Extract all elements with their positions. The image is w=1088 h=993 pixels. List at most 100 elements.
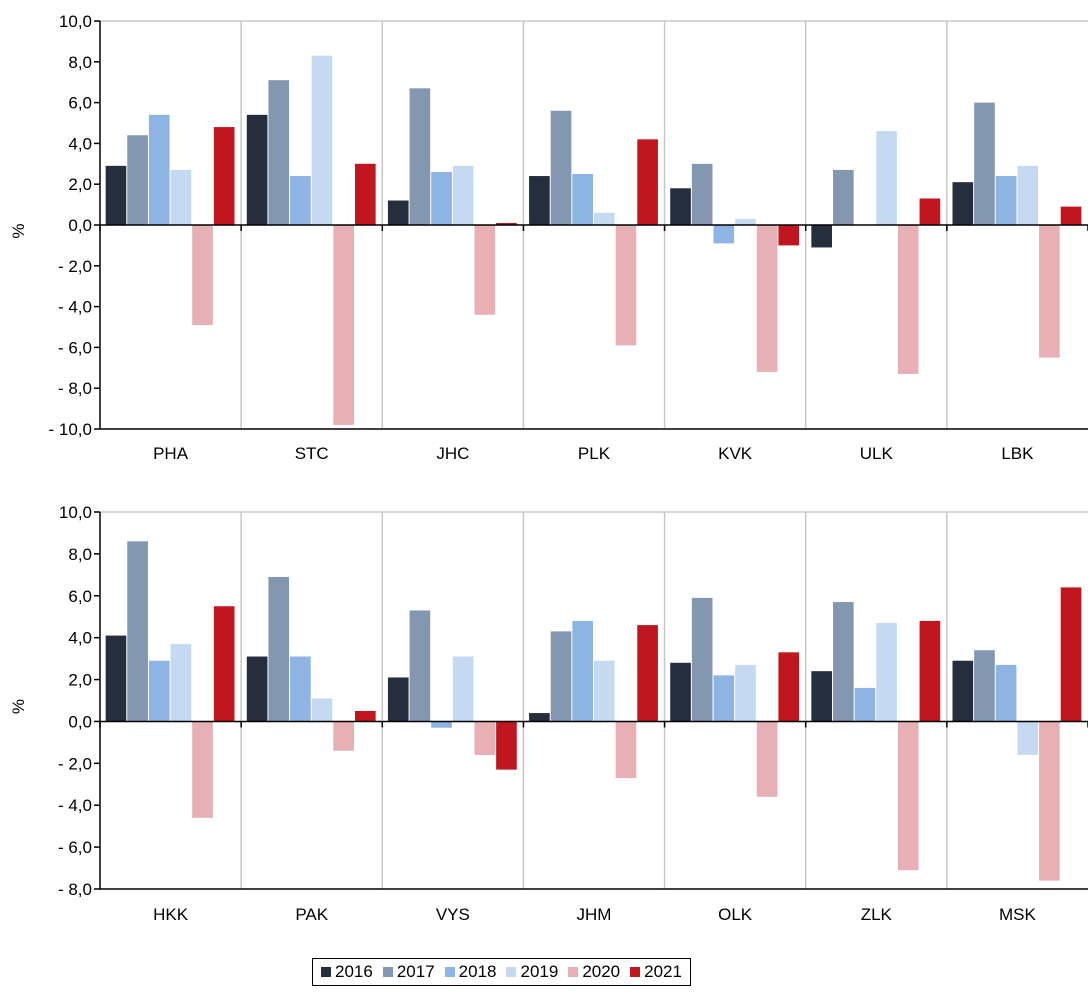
y-tick-label: 10,0 bbox=[59, 503, 92, 522]
category-label-olk: OLK bbox=[718, 905, 753, 924]
legend-item-2020: 2020 bbox=[568, 962, 620, 982]
legend: 2016 2017 2018 2019 2020 2021 bbox=[312, 958, 691, 986]
bar-olk-2021 bbox=[778, 652, 800, 722]
category-label-kvk: KVK bbox=[718, 444, 753, 463]
bar-jhc-2019 bbox=[452, 165, 474, 225]
bar-pha-2020 bbox=[192, 225, 213, 325]
category-label-plk: PLK bbox=[578, 444, 611, 463]
bar-stc-2021 bbox=[354, 163, 376, 225]
y-tick-label: - 6,0 bbox=[58, 338, 92, 357]
y-tick-label: - 8,0 bbox=[58, 880, 92, 899]
category-label-jhm: JHM bbox=[577, 905, 612, 924]
bar-pha-2021 bbox=[213, 127, 235, 225]
bar-ulk-2017 bbox=[833, 169, 854, 225]
y-tick-label: 2,0 bbox=[68, 671, 92, 690]
bar-jhm-2020 bbox=[615, 721, 637, 778]
bar-zlk-2017 bbox=[833, 602, 854, 722]
legend-item-2017: 2017 bbox=[382, 962, 435, 982]
bar-kvk-2021 bbox=[778, 225, 800, 246]
legend-swatch bbox=[444, 967, 455, 977]
charts-area: 10,0 8,0 6,0 4,0 2,0 0,0 - 2,0 - 4,0 - 6,0 - 8,0 -… bbox=[9, 12, 1088, 924]
legend-item-2021: 2021 bbox=[630, 962, 682, 982]
bar-stc-2016 bbox=[246, 114, 268, 225]
legend-swatch bbox=[321, 967, 331, 977]
y-tick-label: - 2,0 bbox=[58, 754, 92, 773]
bar-pak-2016 bbox=[246, 656, 268, 722]
bar-lbk-2016 bbox=[952, 182, 974, 225]
legend-label: 2021 bbox=[644, 962, 682, 981]
bar-olk-2018 bbox=[713, 675, 735, 722]
bar-jhc-2021 bbox=[496, 222, 517, 225]
legend-swatch bbox=[568, 967, 579, 977]
bar-hkk-2019 bbox=[170, 643, 192, 722]
bar-jhc-2018 bbox=[431, 171, 452, 225]
bar-stc-2017 bbox=[268, 80, 290, 225]
bar-olk-2019 bbox=[735, 664, 756, 722]
bar-ulk-2020 bbox=[897, 225, 919, 374]
category-label-vys: VYS bbox=[436, 905, 470, 924]
bar-jhc-2020 bbox=[474, 225, 496, 315]
chart-panel-1: 10,0 8,0 6,0 4,0 2,0 0,0 - 2,0 - 4,0 - 6,0 - 8,0 -… bbox=[9, 12, 1088, 463]
legend-item-2016: 2016 bbox=[321, 962, 373, 982]
bar-kvk-2016 bbox=[670, 188, 691, 225]
bar-vys-2018 bbox=[431, 721, 452, 728]
legend-label: 2017 bbox=[396, 962, 435, 981]
bar-pha-2018 bbox=[148, 114, 170, 225]
bar-jhm-2021 bbox=[637, 625, 658, 722]
legend-label: 2019 bbox=[520, 962, 559, 981]
bar-kvk-2019 bbox=[735, 218, 756, 225]
bar-kvk-2018 bbox=[713, 225, 735, 244]
bar-olk-2020 bbox=[756, 721, 778, 797]
category-label-ulk: ULK bbox=[860, 444, 894, 463]
y-tick-label: 8,0 bbox=[68, 53, 92, 72]
y-tick-label: 10,0 bbox=[59, 12, 92, 31]
category-label-lbk: LBK bbox=[1001, 444, 1034, 463]
bar-plk-2017 bbox=[550, 110, 572, 225]
y-tick-label: 4,0 bbox=[68, 629, 92, 648]
bar-ulk-2019 bbox=[876, 131, 897, 225]
bar-vys-2017 bbox=[409, 610, 431, 722]
category-label-stc: STC bbox=[295, 444, 329, 463]
bar-msk-2018 bbox=[995, 664, 1017, 722]
bar-plk-2019 bbox=[594, 212, 615, 225]
bar-pha-2016 bbox=[105, 165, 127, 225]
y-tick-label: - 4,0 bbox=[58, 298, 92, 317]
category-label-hkk: HKK bbox=[153, 905, 189, 924]
y-tick-label: - 6,0 bbox=[58, 838, 92, 857]
y-axis-label: % bbox=[9, 699, 28, 714]
bar-ulk-2021 bbox=[919, 198, 941, 225]
bar-hkk-2018 bbox=[148, 660, 170, 722]
y-axis-label: % bbox=[9, 223, 28, 238]
category-label-pha: PHA bbox=[153, 444, 189, 463]
bar-jhm-2019 bbox=[594, 660, 615, 722]
bar-jhm-2018 bbox=[572, 620, 593, 722]
category-label-zlk: ZLK bbox=[861, 905, 893, 924]
y-tick-label: 0,0 bbox=[68, 216, 92, 235]
bar-hkk-2016 bbox=[105, 635, 127, 722]
bar-msk-2020 bbox=[1039, 721, 1060, 881]
bar-jhm-2016 bbox=[529, 713, 550, 722]
y-tick-label: - 4,0 bbox=[58, 796, 92, 815]
bar-lbk-2017 bbox=[974, 102, 995, 225]
legend-swatch bbox=[506, 967, 517, 977]
bar-jhc-2016 bbox=[387, 200, 409, 225]
bar-pha-2017 bbox=[127, 135, 148, 225]
bar-lbk-2019 bbox=[1017, 165, 1039, 225]
legend-swatch bbox=[382, 967, 393, 977]
bar-pak-2020 bbox=[333, 721, 354, 751]
bar-lbk-2021 bbox=[1060, 206, 1082, 225]
bar-vys-2021 bbox=[496, 721, 517, 770]
y-tick-label: - 10,0 bbox=[49, 420, 92, 439]
bar-hkk-2021 bbox=[213, 606, 235, 722]
chart-panel-2: 10,0 8,0 6,0 4,0 2,0 0,0 - 2,0 - 4,0 - 6,0 - 8,0 H… bbox=[9, 503, 1088, 924]
bar-vys-2020 bbox=[474, 721, 496, 755]
category-label-msk: MSK bbox=[999, 905, 1037, 924]
bar-pak-2018 bbox=[290, 656, 311, 722]
bar-msk-2019 bbox=[1017, 721, 1039, 755]
bar-jhm-2017 bbox=[550, 631, 572, 722]
bar-lbk-2020 bbox=[1039, 225, 1060, 358]
bar-olk-2016 bbox=[670, 662, 691, 722]
bar-hkk-2020 bbox=[192, 721, 213, 818]
bar-plk-2020 bbox=[615, 225, 637, 346]
bar-hkk-2017 bbox=[127, 541, 148, 722]
